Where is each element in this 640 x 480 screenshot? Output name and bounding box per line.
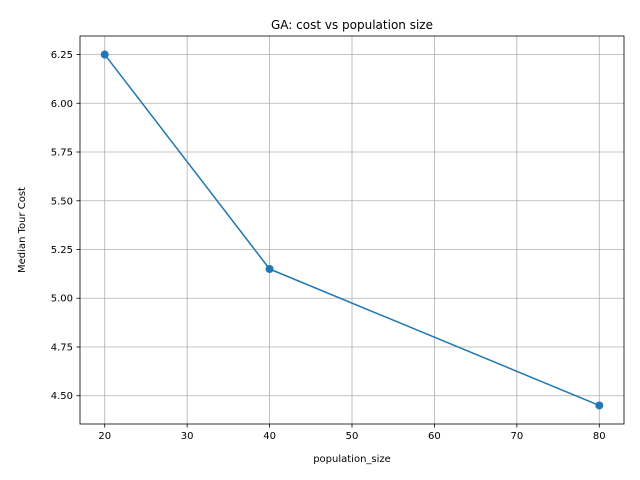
data-point: [265, 264, 274, 273]
y-axis-label: Median Tour Cost: [17, 187, 28, 273]
series-layer: [100, 50, 604, 410]
data-point: [595, 401, 604, 410]
x-tick-label: 20: [98, 431, 111, 442]
data-point: [100, 50, 109, 59]
y-tick-label: 5.00: [51, 294, 73, 305]
x-tick-label: 60: [428, 431, 441, 442]
x-tick-label: 30: [181, 431, 194, 442]
y-tick-label: 5.50: [51, 196, 73, 207]
x-axis-label: population_size: [313, 454, 391, 465]
y-tick-label: 6.00: [51, 99, 73, 110]
x-axis-ticks: 20 30 40 50 60 70 80: [98, 424, 606, 442]
y-tick-label: 4.50: [51, 391, 73, 402]
x-tick-label: 50: [346, 431, 359, 442]
y-axis-ticks: 4.50 4.75 5.00 5.25 5.50 5.75 6.00 6.25: [51, 50, 80, 402]
chart-title: GA: cost vs population size: [271, 18, 433, 32]
x-tick-label: 40: [263, 431, 276, 442]
y-tick-label: 5.75: [51, 148, 73, 159]
x-tick-label: 70: [510, 431, 523, 442]
y-tick-label: 6.25: [51, 50, 73, 61]
grid: [80, 36, 624, 424]
x-tick-label: 80: [593, 431, 606, 442]
y-tick-label: 5.25: [51, 245, 73, 256]
y-tick-label: 4.75: [51, 342, 73, 353]
